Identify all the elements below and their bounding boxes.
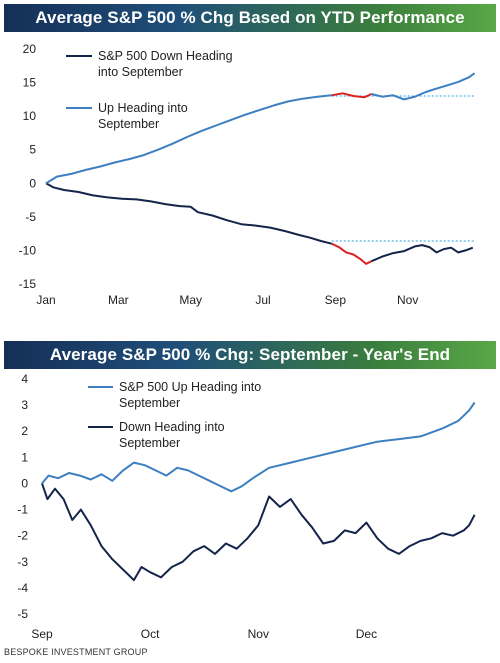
chart-panel-ytd: Average S&P 500 % Chg Based on YTD Perfo…: [0, 0, 500, 330]
x-tick-label: Sep: [325, 293, 347, 307]
series-line: [41, 483, 476, 582]
series-line: [371, 72, 476, 101]
y-tick-label: -2: [17, 529, 28, 543]
chart-title: Average S&P 500 % Chg: September - Year'…: [4, 341, 496, 369]
series-line: [331, 92, 372, 99]
y-tick-label: -4: [17, 581, 28, 595]
y-tick-label: 15: [23, 76, 37, 90]
chart-ytd: 20 15 10 5 0 -5 -10 -15 Jan Mar May Jul Sep Nov S&P 50…: [19, 42, 476, 307]
chart-panel-sep-year-end: Average S&P 500 % Chg: September - Year'…: [0, 337, 500, 647]
y-tick-label: 20: [23, 42, 37, 56]
series-line: [45, 182, 332, 245]
chart-title: Average S&P 500 % Chg Based on YTD Perfo…: [4, 4, 496, 32]
y-tick-label: -3: [17, 555, 28, 569]
x-tick-label: Mar: [108, 293, 129, 307]
y-tick-label: 3: [21, 398, 28, 412]
y-tick-label: -15: [19, 277, 37, 291]
legend-label: Up Heading into September: [98, 101, 188, 131]
x-tick-label: Oct: [141, 627, 160, 641]
y-tick-label: 10: [23, 109, 37, 123]
x-tick-label: Jul: [255, 293, 270, 307]
y-tick-label: -10: [19, 243, 37, 257]
y-tick-label: 1: [21, 450, 28, 464]
x-tick-label: May: [179, 293, 202, 307]
legend-label: S&P 500 Down Heading into September: [98, 49, 233, 79]
y-tick-label: 2: [21, 424, 28, 438]
y-tick-label: 4: [21, 372, 28, 386]
x-tick-label: Nov: [397, 293, 418, 307]
series-line: [41, 401, 476, 493]
legend-label: Down Heading into September: [119, 420, 225, 450]
legend-label: S&P 500 Up Heading into September: [119, 380, 261, 410]
y-tick-label: -5: [25, 210, 36, 224]
x-tick-label: Sep: [31, 627, 53, 641]
x-tick-label: Nov: [248, 627, 269, 641]
y-tick-label: -5: [17, 607, 28, 621]
y-tick-label: 5: [29, 143, 36, 157]
source-footer: BESPOKE INVESTMENT GROUP: [4, 647, 148, 657]
series-line: [371, 244, 474, 263]
series-line: [331, 242, 372, 265]
series-line: [45, 94, 332, 185]
x-tick-label: Dec: [356, 627, 377, 641]
x-tick-label: Jan: [36, 293, 55, 307]
y-tick-label: -1: [17, 503, 28, 517]
y-tick-label: 0: [29, 176, 36, 190]
y-tick-label: 0: [21, 476, 28, 490]
